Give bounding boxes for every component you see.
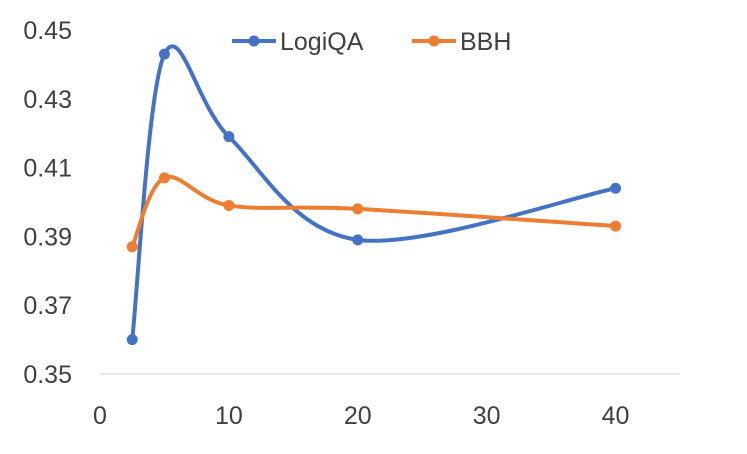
series-lines: [126, 44, 622, 346]
x-tick-label: 40: [602, 402, 630, 430]
data-point-bbh: [126, 241, 138, 253]
y-tick-label: 0.41: [23, 155, 72, 183]
data-point-logiqa: [158, 48, 170, 60]
x-tick-label: 0: [93, 402, 107, 430]
data-point-bbh: [158, 172, 170, 184]
data-point-bbh: [223, 199, 235, 211]
legend-label-logiqa: LogiQA: [280, 28, 364, 56]
y-tick-label: 0.35: [23, 361, 72, 389]
data-point-bbh: [610, 220, 622, 232]
data-point-logiqa: [352, 234, 364, 246]
series-line-logiqa: [130, 44, 618, 342]
data-point-logiqa: [610, 182, 622, 194]
data-point-bbh: [352, 203, 364, 215]
y-tick-label: 0.45: [23, 17, 72, 45]
x-tick-label: 30: [473, 402, 501, 430]
y-tick-label: 0.39: [23, 223, 72, 251]
legend: LogiQA BBH: [232, 28, 511, 56]
y-tick-label: 0.43: [23, 86, 72, 114]
legend-swatch-marker-bbh: [428, 35, 440, 47]
y-tick-label: 0.37: [23, 292, 72, 320]
data-point-logiqa: [126, 334, 138, 346]
axes: 0 10 20 30 40 0.35 0.37 0.39 0.41 0.43 0.45: [23, 17, 680, 430]
legend-swatch-marker-logiqa: [248, 35, 260, 47]
x-tick-label: 10: [215, 402, 243, 430]
x-tick-label: 20: [344, 402, 372, 430]
data-point-logiqa: [223, 131, 235, 143]
legend-label-bbh: BBH: [460, 28, 511, 56]
series-line-bbh: [130, 174, 618, 249]
